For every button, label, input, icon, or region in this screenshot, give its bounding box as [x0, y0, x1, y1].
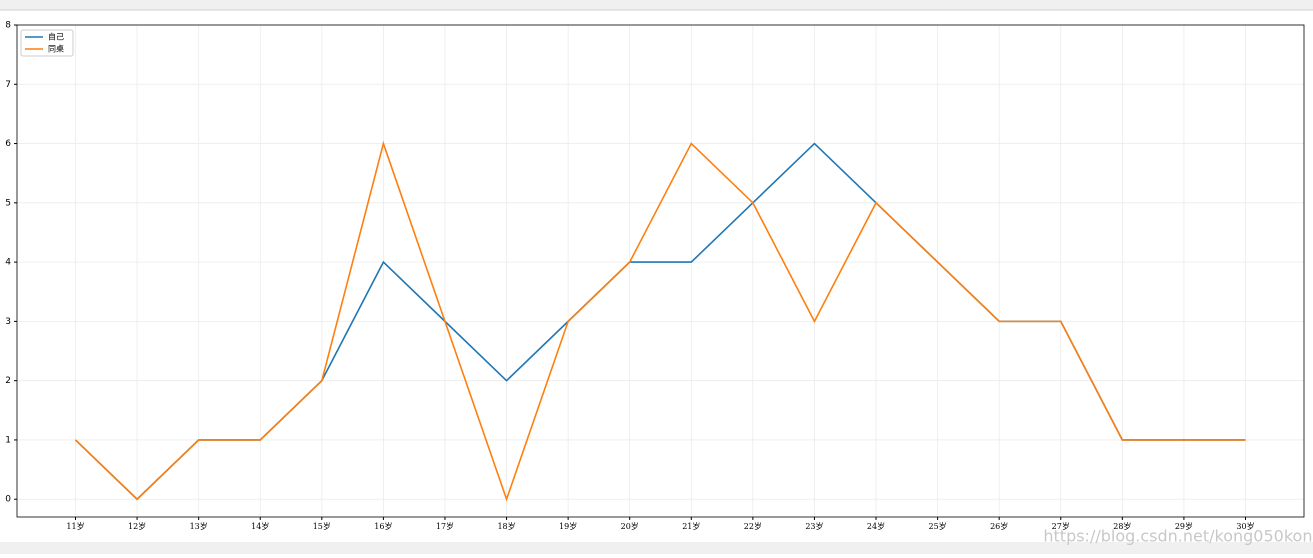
top-bar	[0, 0, 1313, 10]
y-tick-label: 0	[5, 495, 11, 505]
x-tick-label: 16岁	[374, 521, 392, 531]
series-line	[74, 140, 1246, 502]
x-tick-label: 13岁	[190, 521, 208, 531]
x-tick-label: 17岁	[436, 521, 454, 531]
x-tick-label: 24岁	[867, 521, 885, 531]
y-tick-label: 7	[5, 80, 11, 90]
legend-label: 自己	[48, 32, 64, 42]
x-tick-label: 21岁	[682, 521, 700, 531]
legend-label: 同桌	[48, 44, 64, 54]
y-tick-label: 2	[5, 376, 11, 386]
x-tick-label: 26岁	[990, 521, 1008, 531]
y-tick-label: 1	[5, 435, 11, 445]
watermark: https://blog.csdn.net/kong050kong	[1043, 527, 1313, 546]
y-tick-label: 3	[5, 317, 11, 327]
x-tick-label: 30岁	[1236, 521, 1254, 531]
y-tick-label: 8	[5, 21, 11, 31]
x-tick-label: 23岁	[805, 521, 823, 531]
axes-frame	[16, 24, 1305, 518]
x-tick-label: 28岁	[1113, 521, 1131, 531]
x-tick-label: 12岁	[128, 521, 146, 531]
bottom-bar	[0, 542, 1313, 554]
x-tick-label: 11岁	[66, 521, 84, 531]
legend-box	[20, 29, 74, 57]
x-tick-label: 15岁	[313, 521, 331, 531]
x-tick-label: 25岁	[929, 521, 947, 531]
x-tick-label: 29岁	[1175, 521, 1193, 531]
x-tick-label: 18岁	[497, 521, 515, 531]
y-tick-label: 6	[5, 139, 11, 149]
y-tick-label: 4	[5, 258, 11, 268]
x-tick-label: 14岁	[251, 521, 269, 531]
y-tick-label: 5	[5, 198, 11, 208]
x-tick-label: 27岁	[1052, 521, 1070, 531]
x-tick-label: 19岁	[559, 521, 577, 531]
x-tick-label: 20岁	[621, 521, 639, 531]
x-tick-label: 22岁	[744, 521, 762, 531]
plot-area: 0 1 2 3 4 5 6 7 8 11岁 12岁 13岁 14岁 15岁 16岁 17岁 18岁 19岁 20岁 2…	[5, 21, 1305, 531]
